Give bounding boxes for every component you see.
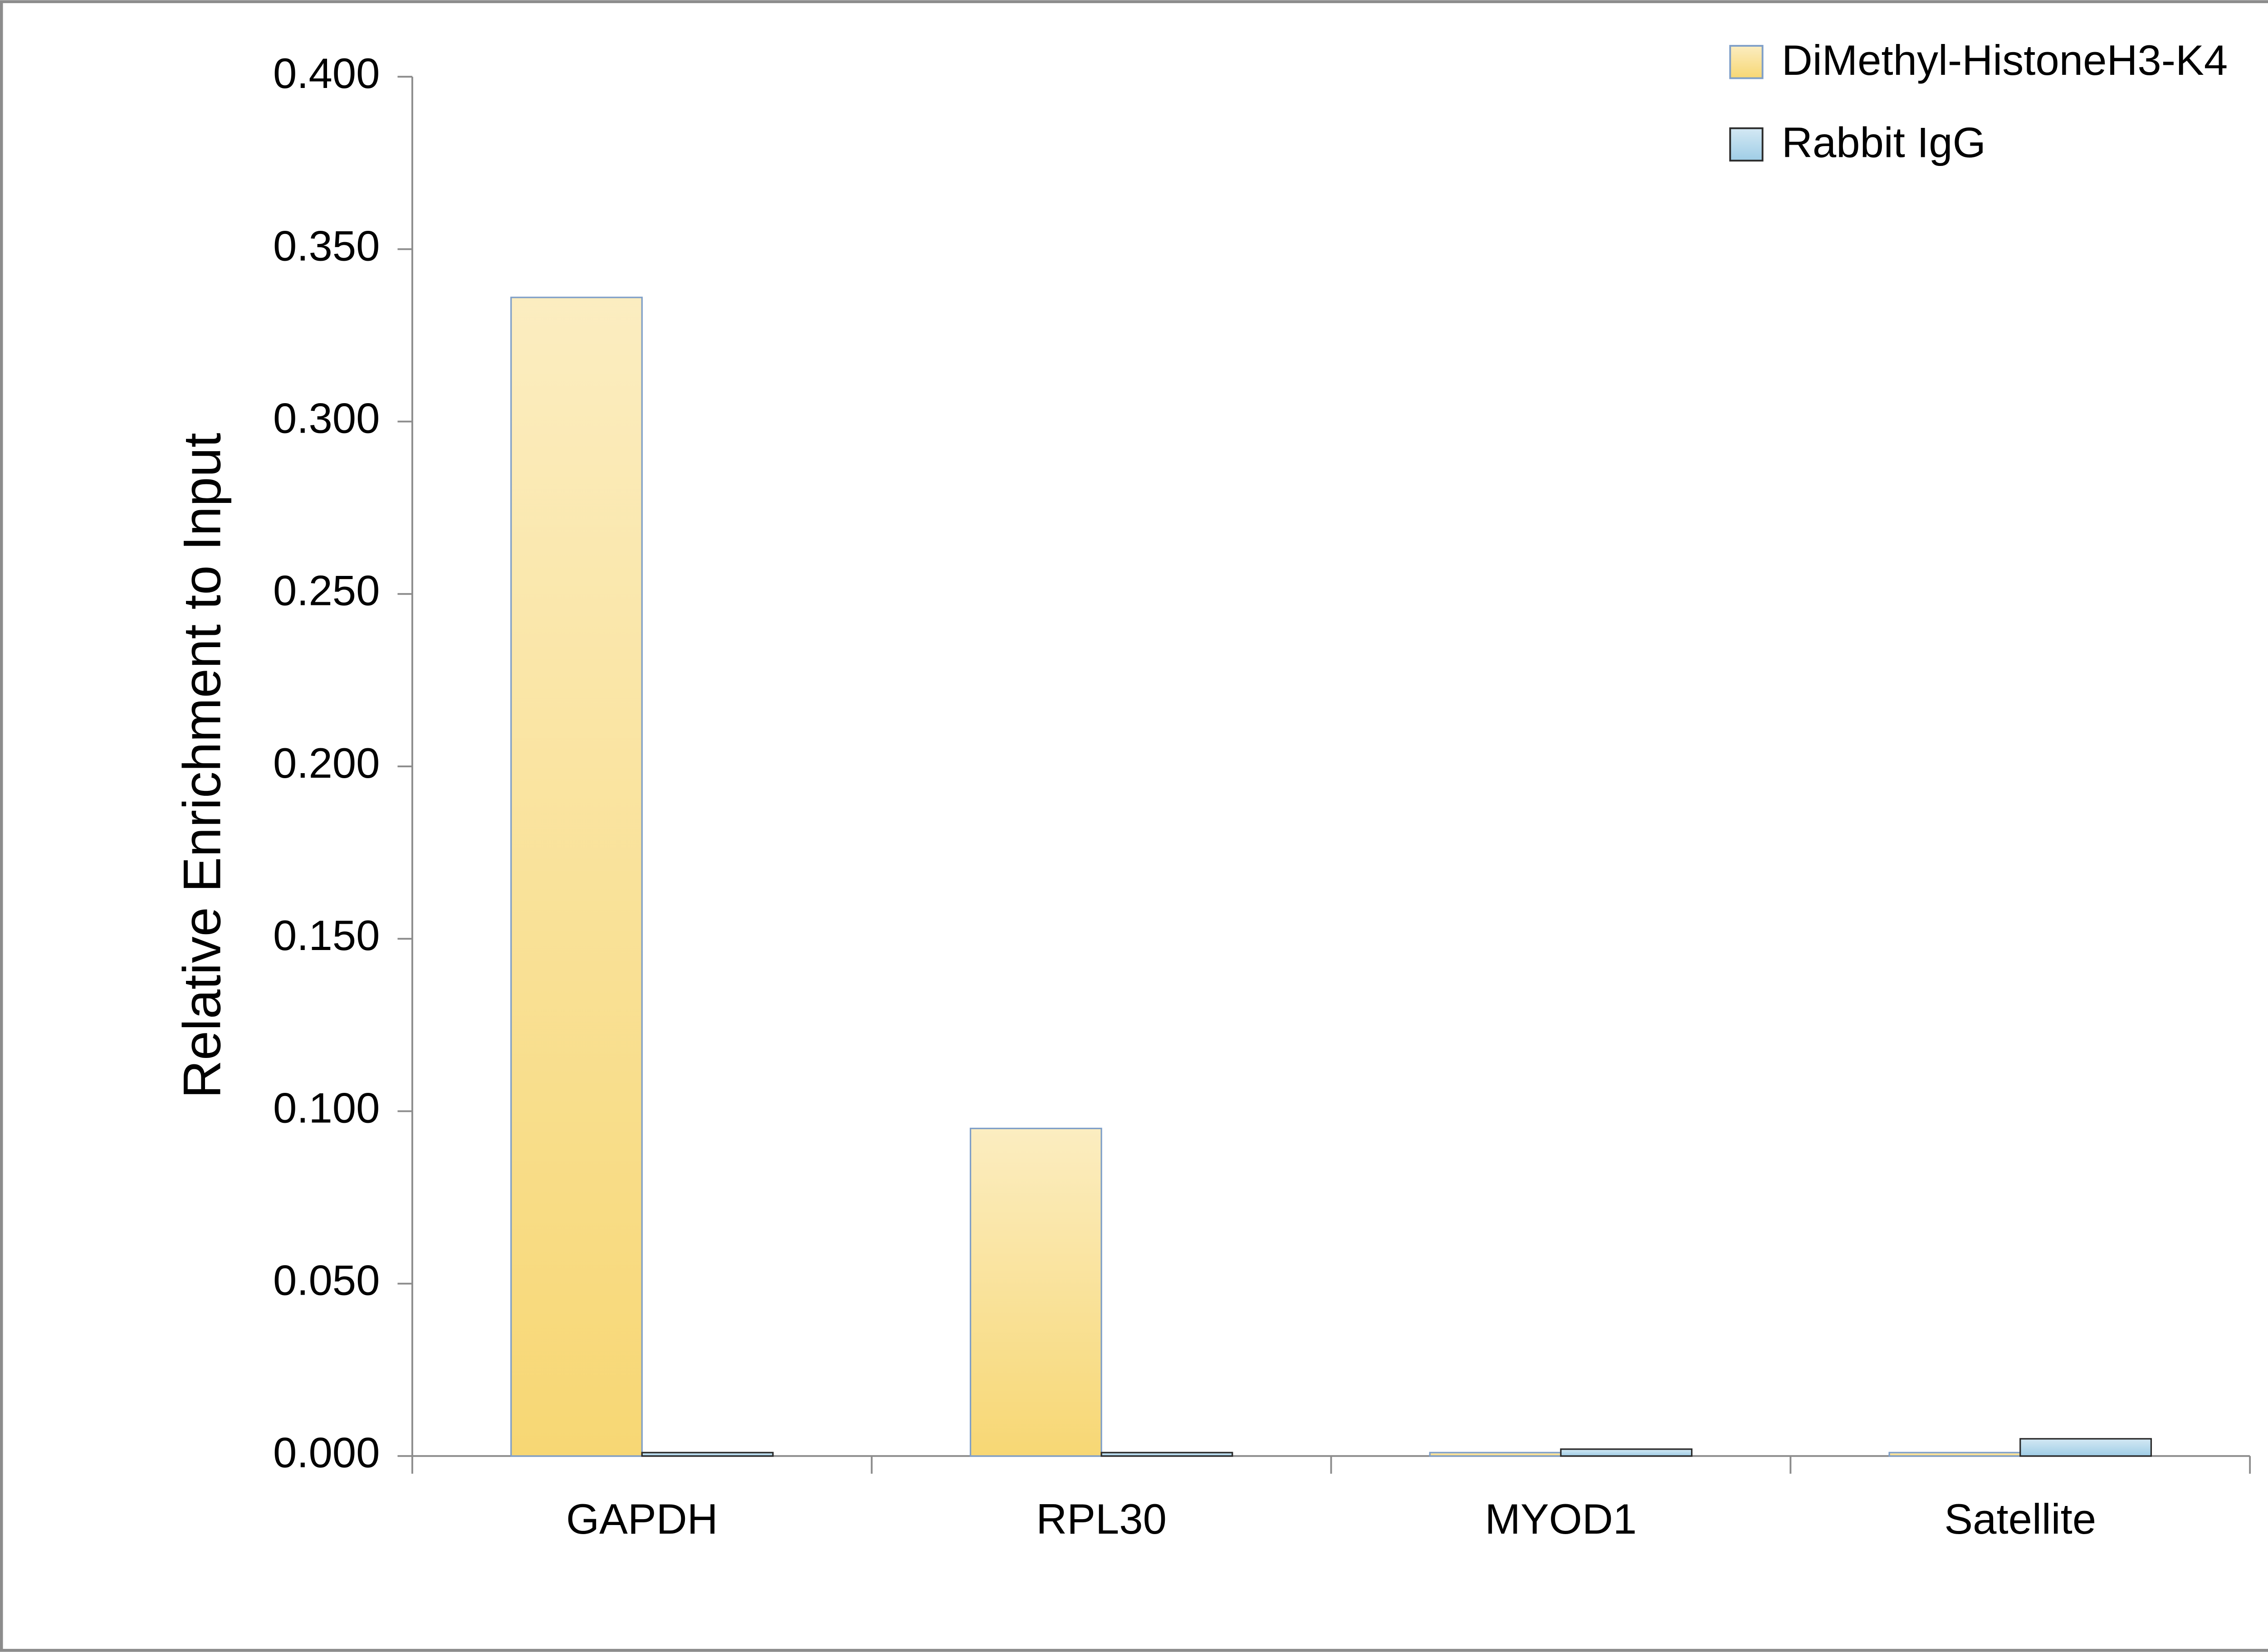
x-tick-label: RPL30: [1036, 1495, 1167, 1543]
bar: [969, 1127, 1102, 1457]
y-tick-label: 0.300: [273, 394, 380, 442]
x-tick-label: Satellite: [1944, 1495, 2096, 1543]
y-tick-label: 0.400: [273, 49, 380, 97]
y-tick-label: 0.200: [273, 739, 380, 787]
y-tick-label: 0.000: [273, 1429, 380, 1477]
y-tick-label: 0.100: [273, 1084, 380, 1131]
y-tick-label: 0.250: [273, 567, 380, 614]
y-tick-label: 0.050: [273, 1257, 380, 1304]
bar: [1560, 1448, 1693, 1457]
bar: [1100, 1452, 1233, 1457]
x-tick-label: MYOD1: [1485, 1495, 1637, 1543]
bar: [510, 297, 643, 1457]
bar: [2019, 1438, 2152, 1457]
legend-swatch: [1729, 127, 1764, 162]
x-tick-label: GAPDH: [566, 1495, 718, 1543]
bar: [641, 1452, 774, 1457]
y-tick-label: 0.150: [273, 911, 380, 959]
y-axis-title: Relative Enrichment to Input: [172, 433, 231, 1098]
legend-label: DiMethyl-HistoneH3-K4: [1782, 36, 2228, 84]
legend-swatch: [1729, 45, 1764, 79]
legend-label: Rabbit IgG: [1782, 119, 1986, 166]
y-tick-label: 0.350: [273, 222, 380, 269]
bar: [1888, 1452, 2021, 1457]
bar: [1429, 1452, 1562, 1457]
